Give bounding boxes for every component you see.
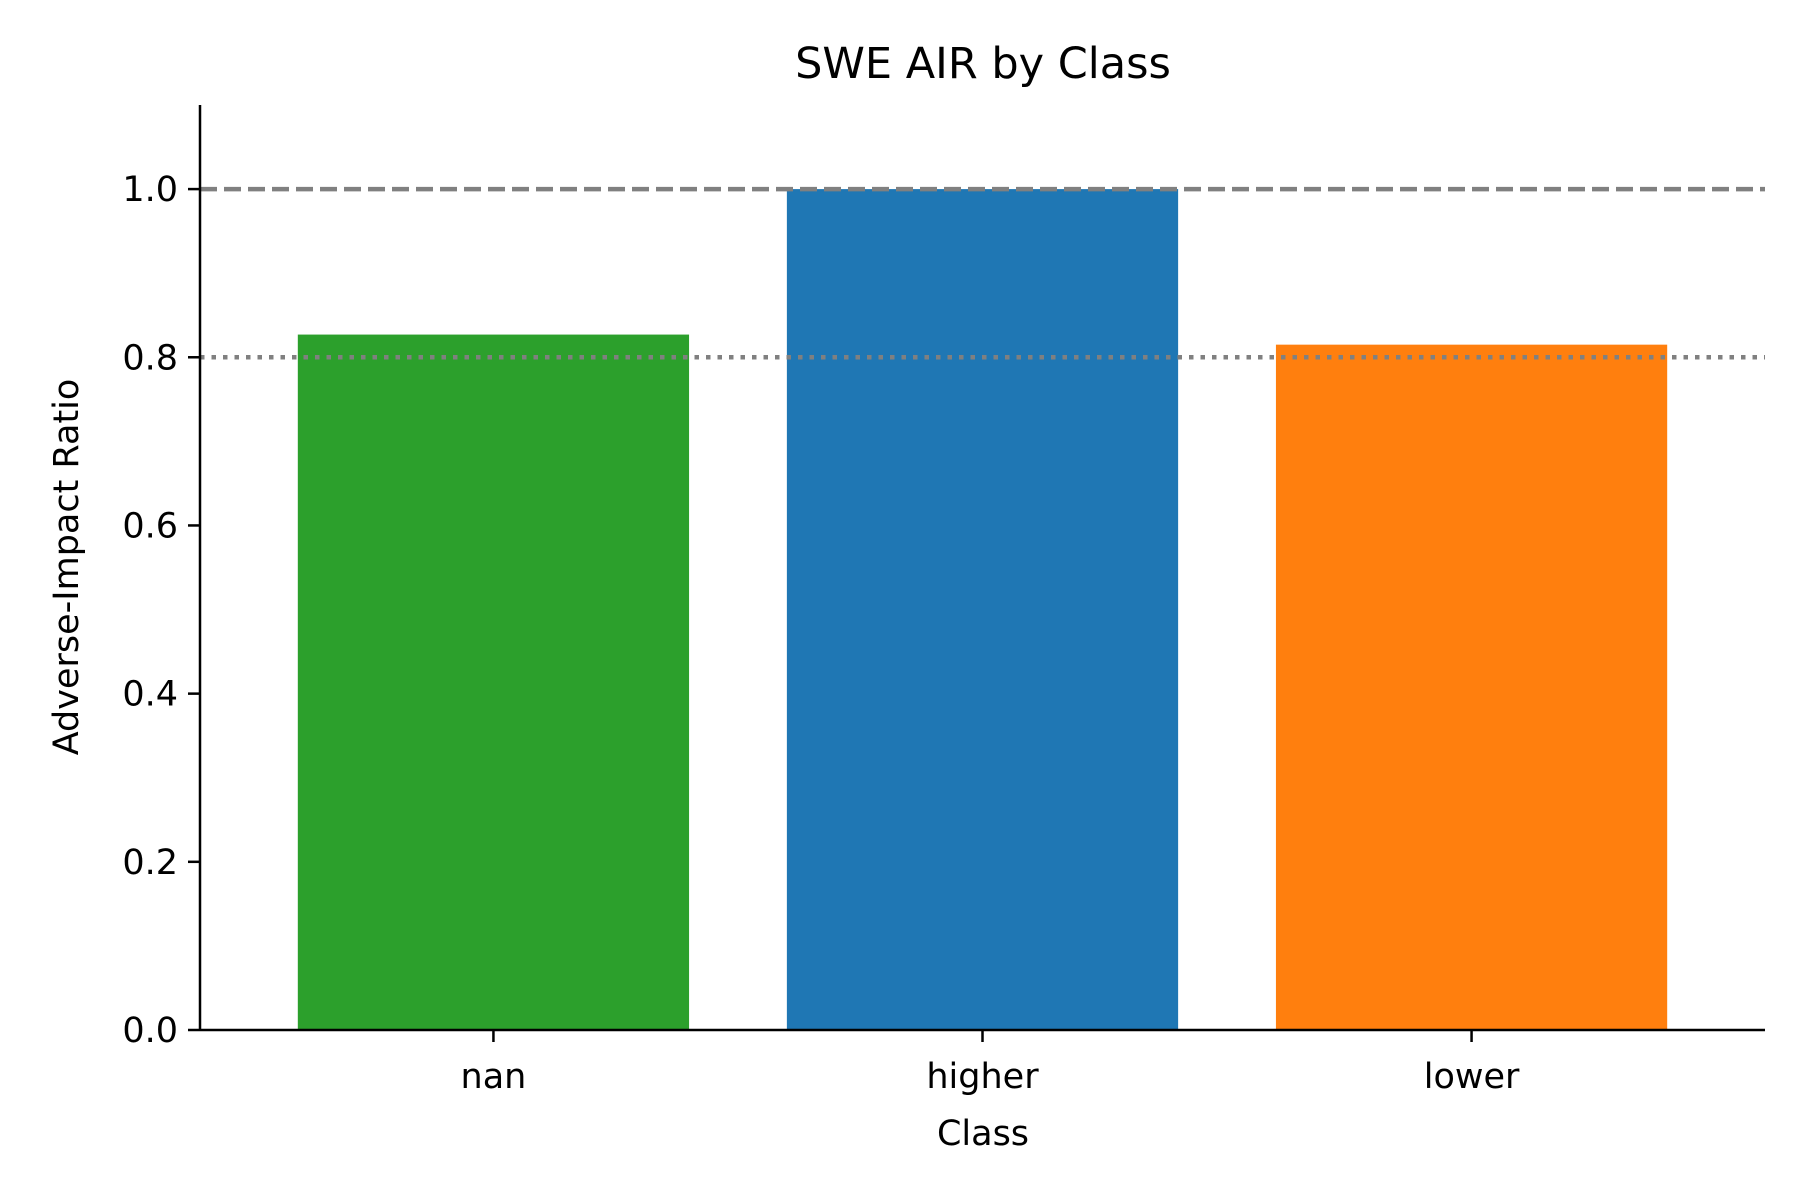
y-tick-label: 0.2 <box>122 843 178 883</box>
x-tick-label: nan <box>461 1057 527 1097</box>
y-tick-label: 0.4 <box>122 675 178 715</box>
y-axis-label: Adverse-Impact Ratio <box>47 379 87 756</box>
y-tick-label: 0.8 <box>122 338 178 378</box>
y-tick-label: 0.6 <box>122 506 178 546</box>
bar-higher <box>786 189 1179 1030</box>
x-tick-label: lower <box>1424 1057 1520 1097</box>
x-axis-label: Class <box>937 1114 1029 1154</box>
y-tick-label: 0.0 <box>122 1011 178 1051</box>
x-tick-label: higher <box>926 1057 1039 1097</box>
bar-nan <box>297 334 690 1030</box>
plot-area: 0.0 0.2 0.4 0.6 0.8 1.0 nan higher lower <box>122 105 1765 1097</box>
y-tick-label: 1.0 <box>122 170 178 210</box>
chart-title: SWE AIR by Class <box>795 39 1171 89</box>
bar-lower <box>1275 344 1668 1031</box>
